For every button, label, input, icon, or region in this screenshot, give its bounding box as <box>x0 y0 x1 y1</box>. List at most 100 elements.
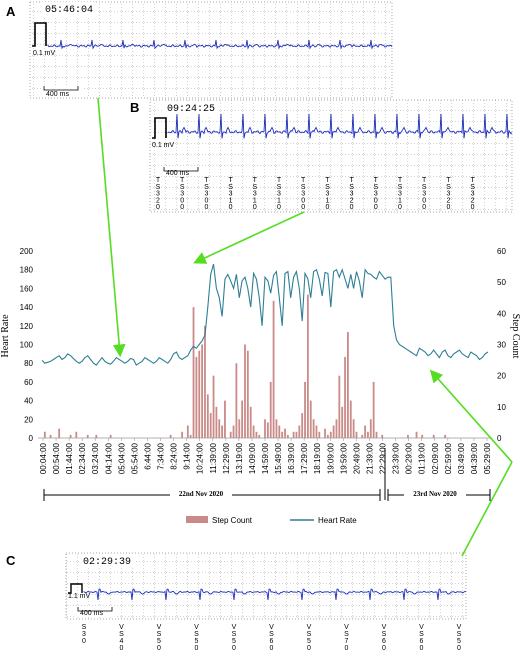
x-tick-label: 8:24:00 <box>170 442 179 469</box>
beat-label: T <box>446 177 451 184</box>
beat-label: 0 <box>325 204 329 211</box>
beat-label: S <box>307 631 312 638</box>
date-bracket-23nov: 23rd Nov 2020 <box>387 488 491 501</box>
beat-label: 0 <box>398 204 402 211</box>
beat-label: 3 <box>229 191 233 198</box>
beat-label: 3 <box>446 191 450 198</box>
beat-label: T <box>180 177 185 184</box>
step-count-bar <box>332 425 335 438</box>
beat-label: V <box>382 624 387 631</box>
beat-label: T <box>277 177 282 184</box>
beat-label: V <box>344 624 349 631</box>
panel-b-ms: 400 ms <box>166 170 189 177</box>
arrow-b-to-chart <box>193 211 305 264</box>
y-tick-right-label: 60 <box>497 247 506 256</box>
beat-label: S <box>204 184 209 191</box>
y-tick-left-label: 200 <box>20 247 34 256</box>
step-count-bar <box>195 356 198 438</box>
x-tick-label: 02:59:00 <box>444 442 453 474</box>
panel-a-time: 05:46:04 <box>45 5 93 16</box>
beat-label: S <box>194 631 199 638</box>
beat-label: 0 <box>446 204 450 211</box>
step-count-bar <box>266 422 269 438</box>
step-count-bar <box>312 419 315 438</box>
beat-label: V <box>157 624 162 631</box>
beat-label: 0 <box>204 197 208 204</box>
beat-label: 0 <box>82 638 86 645</box>
step-count-bar <box>43 431 46 438</box>
beat-label: 4 <box>120 638 124 645</box>
step-count-bar <box>375 431 378 438</box>
step-count-bar <box>269 381 272 438</box>
beat-label: 2 <box>350 197 354 204</box>
panel-c-ecg-trace <box>83 588 467 601</box>
beat-label: 1 <box>253 197 257 204</box>
x-tick-label: 23:39:00 <box>392 442 401 474</box>
beat-label: T <box>204 177 209 184</box>
step-count-bar <box>364 425 366 438</box>
x-tick-label: 00:29:00 <box>405 442 414 474</box>
legend-step-count-swatch <box>186 516 208 523</box>
beat-label: S <box>382 631 387 638</box>
beat-label: S <box>349 184 354 191</box>
y-tick-left-label: 40 <box>24 397 33 406</box>
step-count-bar <box>344 356 346 438</box>
beat-label: S <box>398 184 403 191</box>
step-count-bar <box>407 434 409 438</box>
x-tick-label: 02:34:00 <box>78 442 87 474</box>
x-tick-label: 05:04:00 <box>117 442 126 474</box>
beat-label: S <box>232 631 237 638</box>
x-tick-label: 21:39:00 <box>365 442 374 474</box>
step-count-bar <box>298 425 301 438</box>
step-count-bar <box>329 431 332 438</box>
step-count-bar <box>86 434 89 438</box>
step-count-bar <box>209 413 212 438</box>
beat-label: 3 <box>277 191 281 198</box>
panel-b-calibration <box>152 117 167 139</box>
x-tick-label: 17:29:00 <box>300 442 309 474</box>
beat-label: 3 <box>156 191 160 198</box>
beat-label: 3 <box>204 191 208 198</box>
beat-label: T <box>325 177 330 184</box>
beat-label: S <box>180 184 185 191</box>
beat-label: V <box>457 624 462 631</box>
step-count-bar <box>241 400 244 438</box>
beat-label: S <box>277 184 282 191</box>
x-tick-label: 9:14:00 <box>183 442 192 469</box>
beat-label: 0 <box>120 645 124 652</box>
step-count-bar <box>252 425 255 438</box>
step-count-bar <box>169 434 172 438</box>
x-tick-label: 05:54:00 <box>130 442 139 474</box>
x-tick-label: 16:39:00 <box>287 442 296 474</box>
beat-label: 1 <box>277 197 281 204</box>
x-tick-label: 11:39:00 <box>209 442 218 473</box>
x-tick-label: 00:54:00 <box>52 442 61 474</box>
x-tick-label: 05:29:00 <box>483 442 492 474</box>
beat-label: 6 <box>420 638 424 645</box>
y-ticks-right: 0 10 20 30 40 50 60 <box>497 247 506 443</box>
x-tick-label: 10:24:00 <box>196 442 205 474</box>
beat-label: 7 <box>345 638 349 645</box>
beat-label: T <box>422 177 427 184</box>
panel-a-grid <box>29 1 393 99</box>
beat-label: 0 <box>229 204 233 211</box>
beat-label: S <box>457 631 462 638</box>
legend-step-count-label: Step Count <box>212 516 253 525</box>
y-axis-right-title: Step Count <box>510 314 520 359</box>
y-tick-left-label: 100 <box>20 341 34 350</box>
beat-label: 0 <box>345 645 349 652</box>
beat-label: S <box>325 184 330 191</box>
step-count-bar <box>189 434 192 438</box>
arrow-c-to-chart <box>429 369 513 463</box>
beat-label: 0 <box>422 204 426 211</box>
chart-legend: Step Count Heart Rate <box>186 516 357 525</box>
beat-label: 3 <box>82 631 86 638</box>
step-count-bar <box>69 434 72 438</box>
x-tick-label: 03:49:00 <box>457 442 466 474</box>
beat-label: 0 <box>301 204 305 211</box>
beat-label: 0 <box>180 204 184 211</box>
panel-c-letter: C <box>6 553 16 568</box>
step-count-bar <box>272 300 275 438</box>
step-count-bar <box>244 344 246 438</box>
panel-c-ms: 400 ms <box>80 610 103 617</box>
